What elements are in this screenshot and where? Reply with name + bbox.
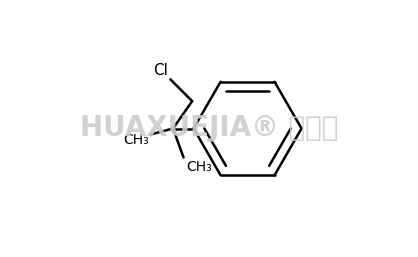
Text: Cl: Cl	[153, 63, 168, 78]
Text: HUAXUEJIA® 化学加: HUAXUEJIA® 化学加	[80, 115, 338, 142]
Text: CH₃: CH₃	[124, 133, 149, 147]
Text: CH₃: CH₃	[186, 160, 212, 174]
